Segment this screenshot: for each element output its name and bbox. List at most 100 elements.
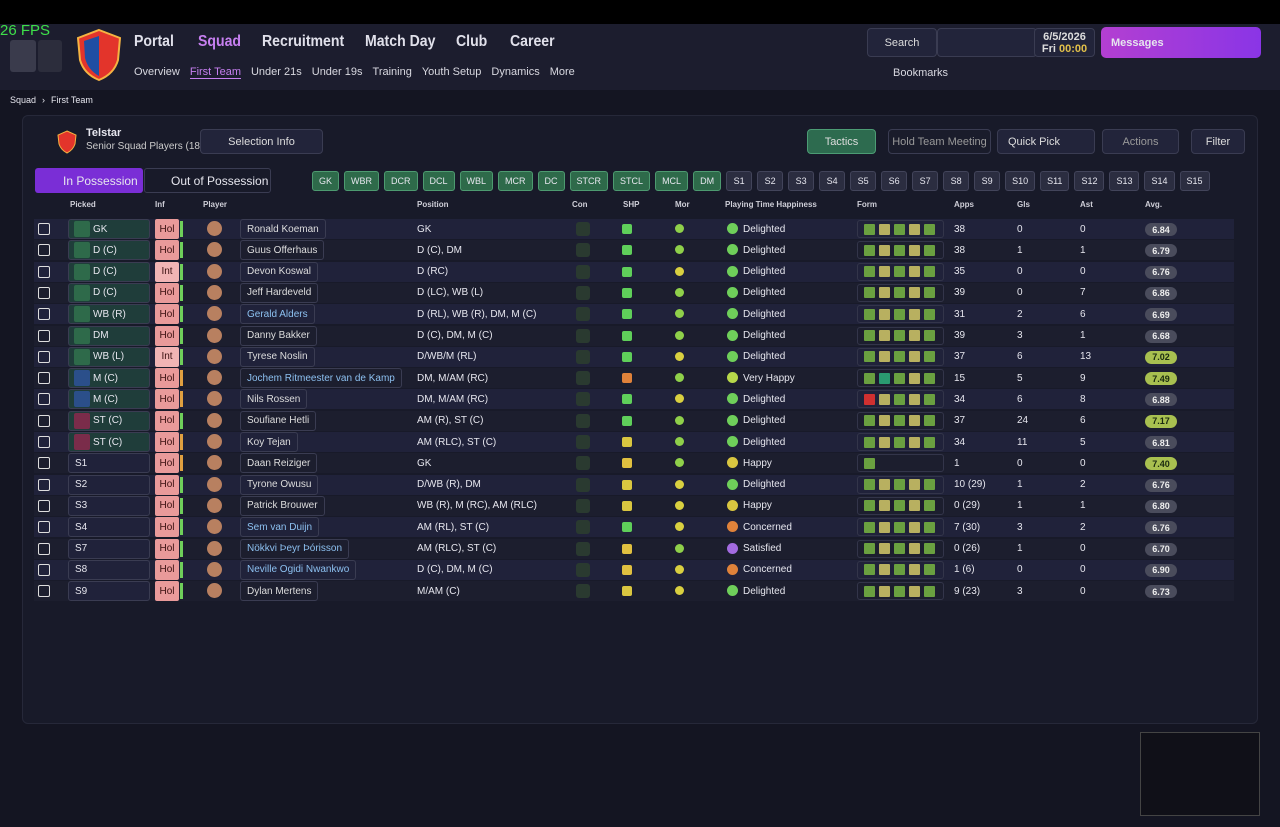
- position-button[interactable]: MCL: [655, 171, 689, 191]
- checkbox[interactable]: [38, 265, 50, 278]
- player-name[interactable]: Jochem Ritmeester van de Kamp: [240, 368, 402, 389]
- player-name[interactable]: Devon Koswal: [240, 261, 318, 282]
- search-button[interactable]: Search: [867, 28, 937, 57]
- picked-select[interactable]: S2: [68, 474, 150, 495]
- checkbox[interactable]: [38, 436, 50, 448]
- position-button[interactable]: STCR: [569, 171, 609, 191]
- tab-active[interactable]: In Possession: [35, 168, 143, 193]
- position-button[interactable]: S11: [1040, 171, 1070, 191]
- player-name[interactable]: Neville Ogidi Nwankwo: [240, 559, 357, 580]
- messages-button[interactable]: Messages: [1101, 27, 1261, 58]
- position-button[interactable]: S2: [757, 171, 784, 191]
- table-row[interactable]: WB (R) Hol Gerald Alders D (RL), WB (R), DM…: [34, 304, 1234, 325]
- sub-nav-item[interactable]: Under 19s: [311, 66, 363, 78]
- sub-nav-item[interactable]: First Team: [189, 66, 241, 79]
- table-row[interactable]: GK Hol Ronald Koeman GK Delighted 38 0 0 6.84: [34, 219, 1234, 239]
- column-header[interactable]: Con: [572, 200, 588, 209]
- quick-pick[interactable]: Quick Pick: [997, 129, 1095, 154]
- position-button[interactable]: S14: [1144, 171, 1175, 191]
- table-row[interactable]: D (C) Hol Jeff Hardeveld D (LC), WB (L) Deli…: [34, 282, 1234, 303]
- position-button[interactable]: WBL: [459, 171, 494, 191]
- tool-buttons[interactable]: [937, 28, 1037, 57]
- sub-nav-item[interactable]: Dynamics: [491, 66, 540, 78]
- column-header[interactable]: Position: [417, 200, 449, 209]
- table-row[interactable]: M (C) Hol Jochem Ritmeester van de Kamp DM,…: [34, 368, 1234, 389]
- table-row[interactable]: S2 Hol Tyrone Owusu D/WB (R), DM Delighted 10…: [34, 474, 1234, 495]
- position-button[interactable]: DM: [693, 171, 722, 191]
- table-row[interactable]: WB (L) Int Tyrese Noslin D/WB/M (RL) Delight…: [34, 346, 1234, 367]
- checkbox[interactable]: [38, 244, 50, 257]
- table-row[interactable]: S7 Hol Nökkvi Þeyr Þórisson AM (RLC), ST (C…: [34, 538, 1234, 559]
- position-button[interactable]: STCL: [613, 171, 651, 191]
- position-button[interactable]: WBR: [344, 171, 380, 191]
- checkbox[interactable]: [38, 286, 50, 299]
- table-row[interactable]: D (C) Int Devon Koswal D (RC) Delighted 35 0 0 6…: [34, 261, 1234, 282]
- player-name[interactable]: Tyrone Owusu: [240, 474, 319, 495]
- sub-nav-item[interactable]: Training: [372, 66, 412, 78]
- checkbox[interactable]: [38, 499, 50, 512]
- table-row[interactable]: DM Hol Danny Bakker D (C), DM, M (C) Delight…: [34, 325, 1234, 346]
- player-name[interactable]: Guus Offerhaus: [240, 240, 325, 261]
- picked-select[interactable]: S7: [68, 538, 150, 559]
- column-header[interactable]: Form: [857, 200, 877, 209]
- checkbox[interactable]: [38, 308, 50, 321]
- checkbox[interactable]: [38, 478, 50, 491]
- filter-button[interactable]: Filter: [1191, 129, 1245, 154]
- column-header[interactable]: Picked: [70, 200, 96, 209]
- checkbox[interactable]: [38, 457, 50, 470]
- position-button[interactable]: S8: [943, 171, 970, 191]
- crumb[interactable]: Squad: [10, 95, 37, 105]
- player-name[interactable]: Daan Reiziger: [240, 453, 318, 474]
- table-row[interactable]: S8 Hol Neville Ogidi Nwankwo D (C), DM, M (…: [34, 559, 1234, 580]
- column-header[interactable]: Ast: [1080, 200, 1093, 209]
- player-name[interactable]: Koy Tejan: [240, 432, 298, 452]
- table-row[interactable]: S4 Hol Sem van Duijn AM (RL), ST (C) Concern…: [34, 517, 1234, 538]
- position-button[interactable]: DC: [537, 171, 565, 191]
- checkbox[interactable]: [38, 414, 50, 427]
- player-name[interactable]: Sem van Duijn: [240, 517, 320, 538]
- player-name[interactable]: Danny Bakker: [240, 325, 317, 346]
- sub-nav-item[interactable]: More: [549, 66, 575, 78]
- position-button[interactable]: MCR: [498, 171, 533, 191]
- column-header[interactable]: Mor: [675, 200, 690, 209]
- table-row[interactable]: ST (C) Hol Soufiane Hetli AM (R), ST (C) Del…: [34, 410, 1234, 431]
- table-row[interactable]: S9 Hol Dylan Mertens M/AM (C) Delighted 9 (23…: [34, 581, 1234, 602]
- position-button[interactable]: S12: [1074, 171, 1105, 191]
- checkbox[interactable]: [38, 521, 50, 534]
- column-header[interactable]: Apps: [954, 200, 974, 209]
- position-button[interactable]: S9: [974, 171, 1001, 191]
- sub-nav-item[interactable]: Overview: [134, 66, 180, 78]
- position-button[interactable]: S15: [1179, 171, 1210, 191]
- sub-nav-item[interactable]: Youth Setup: [421, 66, 482, 78]
- position-button[interactable]: S13: [1109, 171, 1140, 191]
- player-name[interactable]: Ronald Koeman: [240, 219, 326, 239]
- checkbox[interactable]: [38, 393, 50, 406]
- column-header[interactable]: Player: [203, 200, 228, 209]
- table-row[interactable]: D (C) Hol Guus Offerhaus D (C), DM Delighted…: [34, 240, 1234, 261]
- checkbox[interactable]: [38, 563, 50, 576]
- tab[interactable]: Out of Possession: [144, 168, 271, 193]
- position-button[interactable]: S7: [912, 171, 939, 191]
- checkbox[interactable]: [38, 542, 50, 555]
- nav-item[interactable]: Club: [456, 33, 488, 50]
- picked-select[interactable]: S4: [68, 517, 150, 538]
- column-header[interactable]: Gls: [1017, 200, 1030, 209]
- date-box[interactable]: 6/5/2026 Fri 00:00: [1034, 28, 1095, 57]
- table-row[interactable]: S3 Hol Patrick Brouwer WB (R), M (RC), AM (…: [34, 495, 1234, 516]
- nav-item[interactable]: Recruitment: [262, 33, 345, 50]
- forward-button[interactable]: [38, 40, 62, 72]
- picked-select[interactable]: S1: [68, 453, 150, 474]
- player-name[interactable]: Jeff Hardeveld: [240, 282, 319, 303]
- player-name[interactable]: Patrick Brouwer: [240, 495, 325, 516]
- column-header[interactable]: Inf: [155, 200, 165, 209]
- checkbox[interactable]: [38, 223, 50, 235]
- player-name[interactable]: Gerald Alders: [240, 304, 315, 325]
- nav-item[interactable]: Portal: [134, 33, 174, 50]
- player-name[interactable]: Nökkvi Þeyr Þórisson: [240, 538, 350, 559]
- tactics-button[interactable]: Tactics: [807, 129, 876, 154]
- column-header[interactable]: Avg.: [1145, 200, 1163, 209]
- player-name[interactable]: Nils Rossen: [240, 389, 308, 410]
- picked-select[interactable]: S9: [68, 581, 150, 602]
- picked-select[interactable]: S3: [68, 495, 150, 516]
- picked-select[interactable]: S8: [68, 559, 150, 580]
